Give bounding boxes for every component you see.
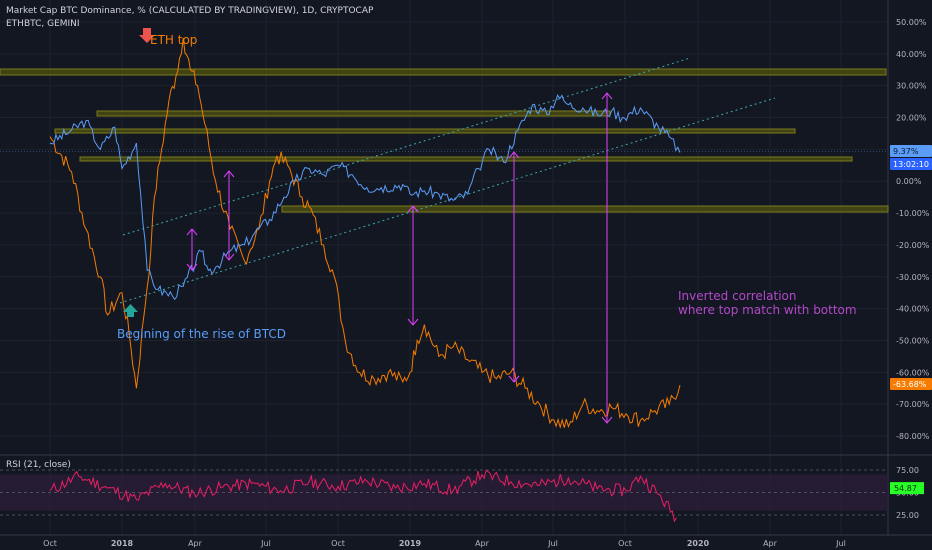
- ethbtc-price-tag-bg: [890, 378, 932, 390]
- countdown-tag-bg: [890, 158, 932, 170]
- rsi-line: [49, 469, 677, 523]
- x-tick-label: Oct: [331, 539, 345, 548]
- arrow-head-bottom: [508, 375, 520, 383]
- x-tick-label: Oct: [618, 539, 632, 548]
- price-axis[interactable]: 50.00%40.00%30.00%20.00%10.00%0.00%-10.0…: [890, 18, 932, 441]
- ethbtc-price-tag-text: -63.68%: [893, 380, 927, 389]
- countdown-tag: 13:02:10: [890, 158, 932, 170]
- countdown-tag-text: 13:02:10: [893, 160, 929, 169]
- x-tick-label: Jul: [260, 539, 271, 548]
- eth-top-label: ETH top: [150, 33, 198, 47]
- arrow-head-top: [508, 151, 520, 159]
- btcd-line: [49, 94, 681, 301]
- y-tick-label: 20.00%: [896, 114, 927, 123]
- chart-title: Market Cap BTC Dominance, % (CALCULATED …: [6, 6, 374, 16]
- y-tick-label: -30.00%: [896, 273, 930, 282]
- ethbtc-line: [49, 37, 681, 429]
- y-tick-label: 0.00%: [896, 177, 922, 186]
- resistance-zone: [79, 156, 853, 162]
- rsi-value-tag-text: 54.87: [894, 484, 917, 493]
- x-tick-label: 2020: [687, 539, 710, 548]
- x-tick-label: Jul: [835, 539, 846, 548]
- arrow-head-bottom: [407, 318, 419, 326]
- rsi-value-tag: 54.87: [890, 482, 924, 495]
- x-tick-label: Apr: [763, 539, 778, 548]
- x-tick-label: 2018: [111, 539, 134, 548]
- time-axis[interactable]: Oct 2018 Apr Jul Oct 2019 Apr Jul Oct 2020 Apr Jul: [43, 539, 846, 548]
- btcd-rise-label: Begining of the rise of BTCD: [117, 327, 287, 341]
- resistance-zone: [54, 128, 796, 134]
- inverted-correlation-label: Inverted correlation where top match wit…: [678, 289, 857, 317]
- x-tick-label: 2019: [399, 539, 422, 548]
- rsi-title: RSI (21, close): [6, 460, 71, 470]
- trend-channel: [119, 57, 776, 304]
- rsi-value-tag-bg: [890, 482, 924, 495]
- grid: [0, 0, 932, 536]
- symbol-legend: ETHBTC, GEMINI: [6, 19, 80, 29]
- event-markers: [123, 28, 155, 317]
- btcd-price-tag-text: 9.37%: [893, 147, 919, 156]
- correlation-arrows: [186, 92, 613, 424]
- y-tick-label: -10.00%: [896, 209, 930, 218]
- btcd-price-tag: 9.37%: [890, 145, 932, 157]
- arrow-head-bottom: [223, 253, 235, 261]
- resistance-zones: [0, 68, 889, 213]
- x-tick-label: Jul: [547, 539, 558, 548]
- x-tick-label: Oct: [43, 539, 57, 548]
- y-tick-label: 40.00%: [896, 50, 927, 59]
- arrow-head-top: [407, 205, 419, 213]
- resistance-zone: [0, 68, 887, 76]
- y-tick-label: -20.00%: [896, 241, 930, 250]
- arrow-head-bottom: [186, 263, 198, 271]
- btcd-price-tag-bg: [890, 145, 932, 157]
- y-tick-label: -80.00%: [896, 432, 930, 441]
- inverted-label-line1: Inverted correlation: [678, 289, 797, 303]
- y-tick-label: -70.00%: [896, 400, 930, 409]
- rsi-tick-label: 25.00: [896, 511, 919, 520]
- resistance-zone: [281, 205, 889, 213]
- y-tick-label: 30.00%: [896, 82, 927, 91]
- y-tick-label: -50.00%: [896, 337, 930, 346]
- resistance-zone: [96, 110, 611, 117]
- series-lines: [49, 37, 681, 429]
- correlation-arrow: [508, 151, 520, 383]
- eth-top-marker-arrow: [139, 28, 155, 43]
- y-tick-label: 50.00%: [896, 18, 927, 27]
- correlation-arrow: [186, 228, 198, 271]
- arrow-head-bottom: [601, 416, 613, 424]
- correlation-arrow: [223, 170, 235, 261]
- correlation-arrow: [407, 205, 419, 326]
- correlation-arrow: [601, 92, 613, 424]
- channel-line-upper: [122, 57, 691, 236]
- arrow-head-top: [223, 170, 235, 178]
- inverted-label-line2: where top match with bottom: [678, 303, 857, 317]
- rsi-tick-label: 75.00: [896, 466, 919, 475]
- channel-line-lower: [119, 97, 776, 304]
- x-tick-label: Apr: [188, 539, 203, 548]
- arrow-head-top: [601, 92, 613, 100]
- arrow-head-top: [186, 228, 198, 236]
- ethbtc-price-tag: -63.68%: [890, 378, 932, 390]
- x-tick-label: Apr: [475, 539, 490, 548]
- btcd-rise-marker-arrow: [123, 304, 138, 317]
- y-tick-label: -40.00%: [896, 305, 930, 314]
- y-tick-label: -60.00%: [896, 368, 930, 377]
